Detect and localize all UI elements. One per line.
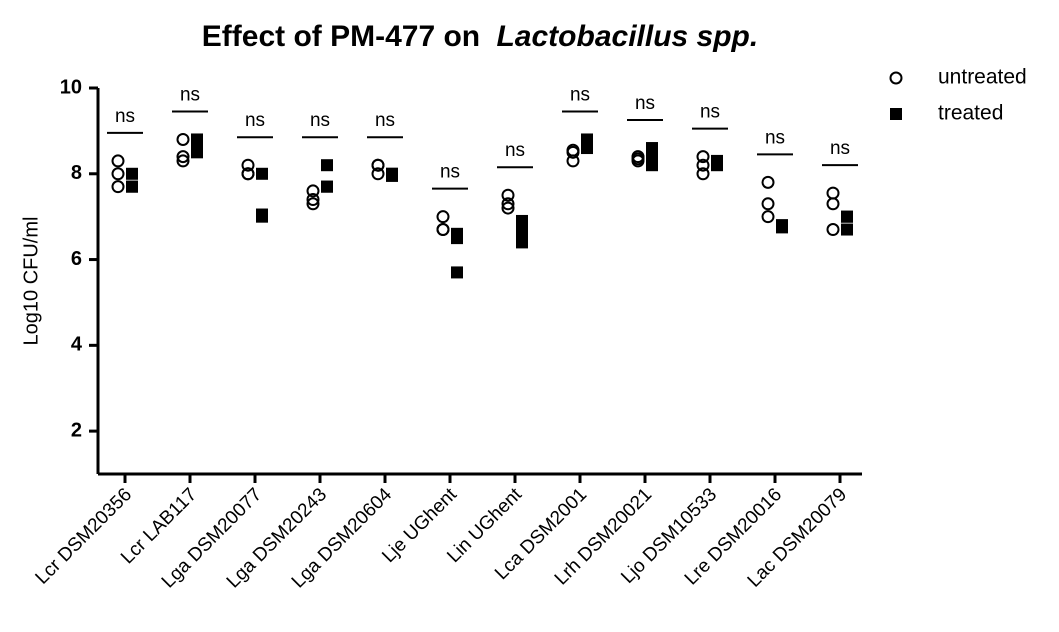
untreated-point [501,197,515,211]
untreated-point [306,184,320,198]
treated-point [256,167,268,180]
treated-point [841,210,853,223]
treated-point [711,159,723,172]
untreated-point [631,154,645,168]
legend-marker [890,108,902,120]
y-tick-label: 10 [60,76,82,98]
treated-point [516,236,528,249]
untreated-point [826,223,840,237]
significance-label: ns [115,106,135,127]
untreated-point [696,167,710,181]
untreated-point [566,145,580,159]
title-part: Effect of PM-477 on [202,20,480,53]
significance-label: ns [310,110,330,131]
treated-point [321,159,333,172]
significance-label: ns [830,138,850,159]
treated-point [776,221,788,234]
untreated-point [436,210,450,224]
untreated-point [306,193,320,207]
legend-marker [889,71,903,85]
treated-point [386,169,398,182]
untreated-point [176,154,190,168]
untreated-point [696,150,710,164]
untreated-point [111,167,125,181]
legend-label: untreated [938,66,1027,89]
significance-label: ns [635,93,655,114]
untreated-point [826,197,840,211]
y-tick-label: 4 [71,334,83,356]
untreated-point [501,201,515,215]
significance-label: ns [440,162,460,183]
significance-label: ns [505,140,525,161]
significance-label: ns [570,84,590,105]
untreated-point [761,175,775,189]
significance-label: ns [700,102,720,123]
significance-label: ns [375,110,395,131]
significance-label: ns [180,84,200,105]
treated-point [191,146,203,159]
legend-label: treated [938,102,1003,125]
treated-point [841,223,853,236]
untreated-point [241,158,255,172]
untreated-point [306,197,320,211]
treated-point [126,167,138,180]
chart-title: Effect of PM-477 on Lactobacillus spp. [202,20,758,53]
untreated-point [826,186,840,200]
significance-label: ns [245,110,265,131]
untreated-point [501,188,515,202]
treated-point [321,180,333,193]
untreated-point [436,223,450,237]
y-tick-label: 2 [71,419,82,441]
untreated-point [176,150,190,164]
treated-point [451,266,463,279]
untreated-point [761,210,775,224]
untreated-point [696,158,710,172]
x-tick-label: Lcr DSM20356 [32,484,136,588]
untreated-point [241,167,255,181]
y-axis-label: Log10 CFU/ml [20,217,42,346]
treated-point [516,214,528,227]
untreated-point [371,158,385,172]
treated-point [126,180,138,193]
treated-point [516,225,528,238]
untreated-point [371,167,385,181]
untreated-point [111,180,125,194]
treated-point [256,210,268,223]
untreated-point [566,154,580,168]
untreated-point [176,132,190,146]
untreated-point [111,154,125,168]
significance-label: ns [765,127,785,148]
untreated-point [761,197,775,211]
title-italic: Lactobacillus spp. [496,20,758,53]
treated-point [646,159,658,172]
y-tick-label: 8 [71,162,82,184]
treated-point [581,142,593,155]
y-tick-label: 6 [71,248,82,270]
treated-point [451,232,463,245]
